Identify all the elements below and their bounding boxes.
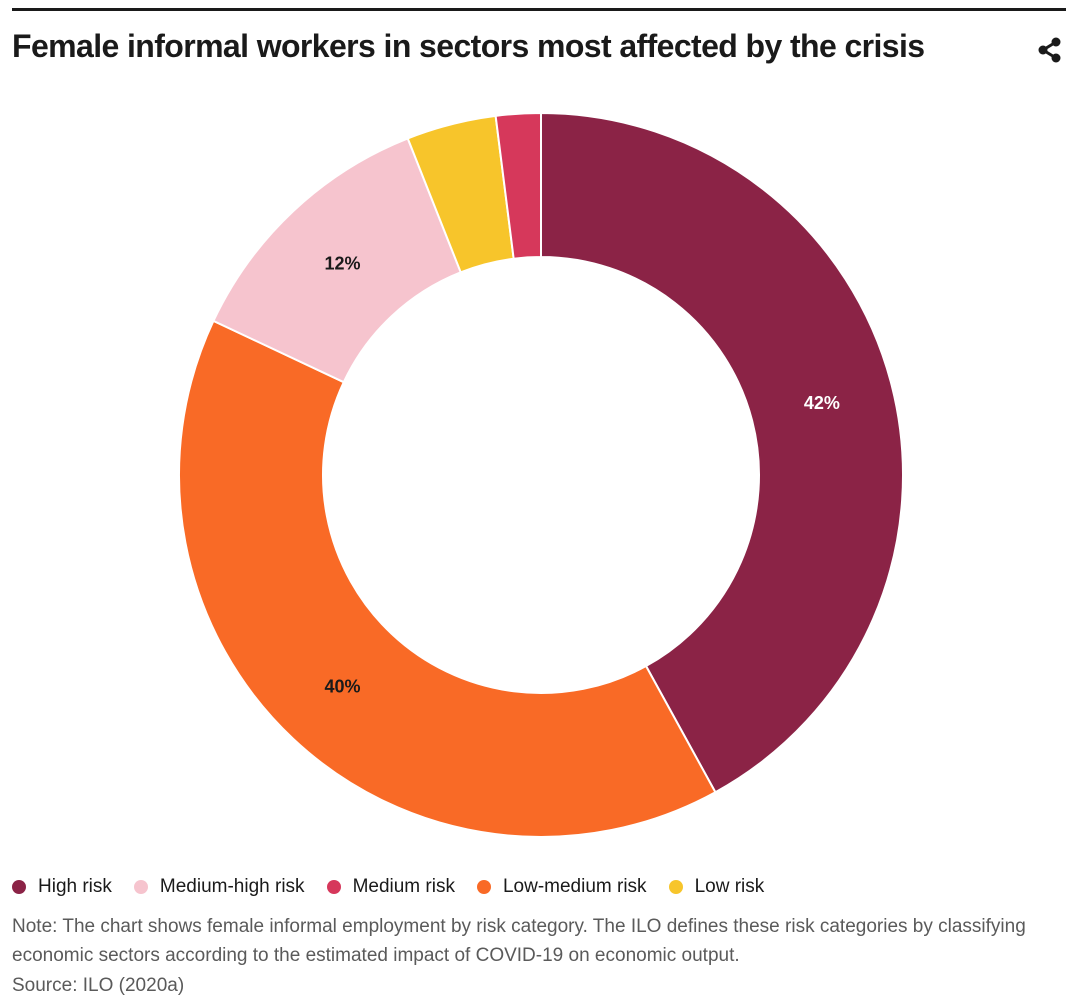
legend-item[interactable]: Low risk <box>668 876 765 898</box>
slice-label-medium-high-risk: 12% <box>324 254 360 274</box>
legend-swatch <box>476 880 491 894</box>
legend-item[interactable]: Medium-high risk <box>133 876 305 898</box>
slice-label-low-medium-risk: 40% <box>324 676 360 696</box>
share-button[interactable] <box>1034 34 1066 66</box>
legend-item[interactable]: High risk <box>12 876 112 898</box>
top-rule <box>12 8 1066 11</box>
legend-label: High risk <box>38 876 112 897</box>
slice-medium-risk[interactable] <box>494 111 542 260</box>
slice-high-risk[interactable] <box>540 111 904 794</box>
share-icon <box>1038 37 1061 63</box>
donut-chart: 42% 40% 12% <box>178 111 904 838</box>
chart-title: Female informal workers in sectors most … <box>12 28 925 64</box>
legend-item[interactable]: Medium risk <box>326 876 455 898</box>
legend-swatch <box>326 880 341 894</box>
slice-low-medium-risk[interactable] <box>178 319 717 838</box>
legend-label: Low risk <box>694 876 765 897</box>
legend-item[interactable]: Low-medium risk <box>476 876 647 898</box>
chart-note: Note: The chart shows female informal em… <box>12 916 1026 966</box>
legend-label: Medium-high risk <box>159 876 305 897</box>
legend-label: Low-medium risk <box>502 876 647 897</box>
chart-legend: High risk Medium-high risk Medium risk Low-… <box>12 876 786 898</box>
legend-swatch <box>12 880 26 894</box>
legend-label: Medium risk <box>352 876 455 897</box>
slice-label-high-risk: 42% <box>804 393 840 413</box>
legend-swatch <box>668 880 683 894</box>
chart-source: Source: ILO (2020a) <box>12 975 185 996</box>
legend-swatch <box>133 880 148 894</box>
